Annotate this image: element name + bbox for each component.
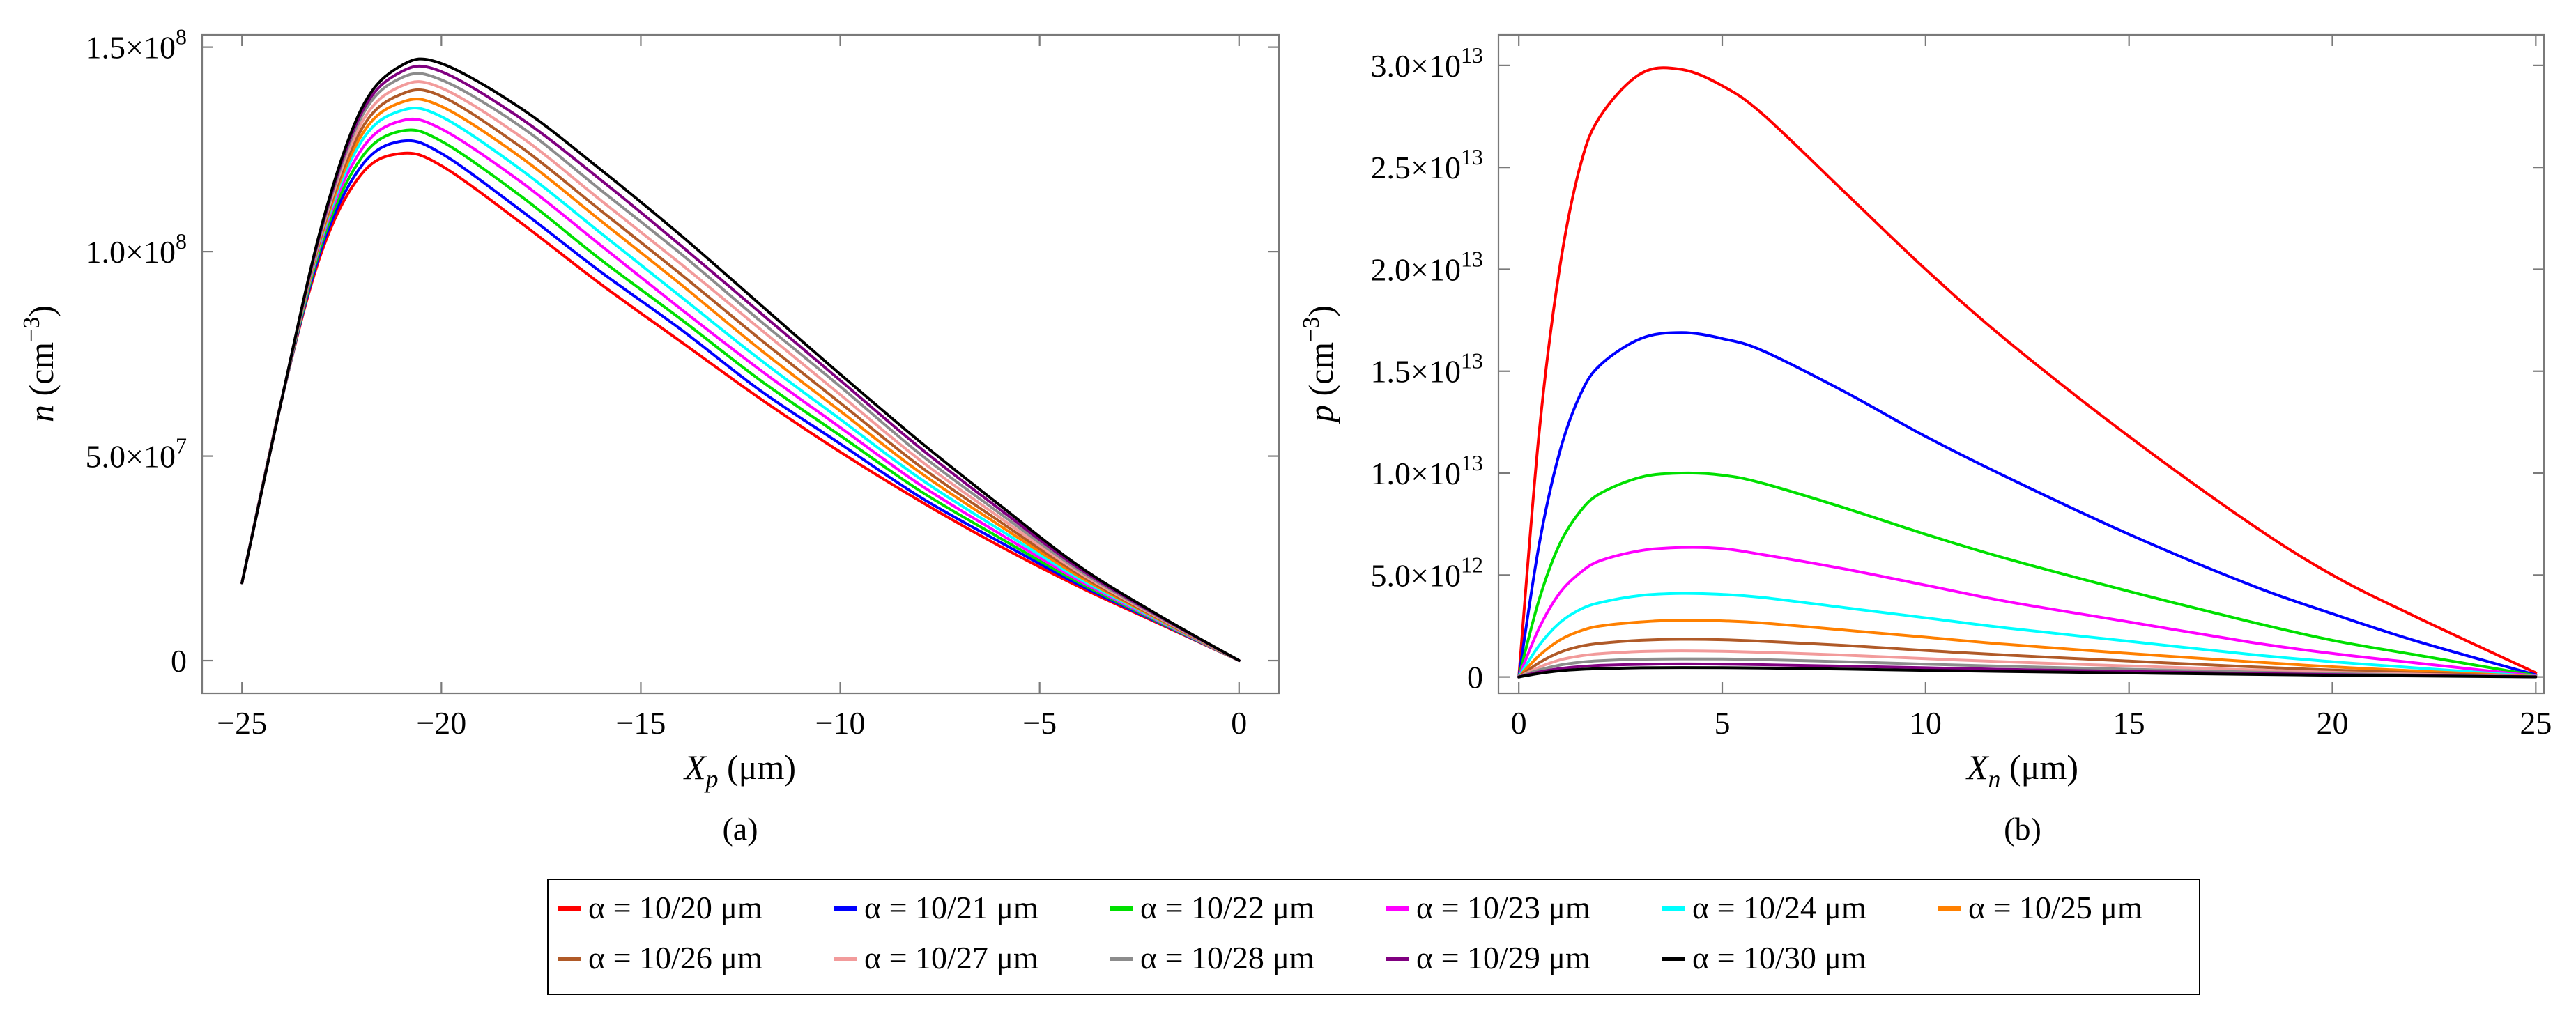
series-line-b-2 — [1517, 331, 2538, 679]
legend-label-2: α = 10/21 μm — [864, 890, 1038, 925]
legend: α = 10/20 μm α = 10/21 μm α = 10/22 μm α = … — [547, 879, 2200, 995]
series-line-a-11 — [240, 57, 1241, 662]
x-tick-label: 20 — [2316, 705, 2348, 741]
panel-a: −25 −20 −15 −10 −5 0 0 5.0×107 1.0×108 1.5×108 Xp… — [19, 24, 1280, 847]
legend-label-6: α = 10/25 μm — [1968, 890, 2142, 925]
panel-b-ylabel: p (cm−3) — [1298, 305, 1340, 424]
legend-label-5: α = 10/24 μm — [1692, 890, 1866, 925]
y-tick-label: 0 — [1467, 660, 1483, 695]
panel-b: 0 5 10 15 20 25 0 5.0×1012 1.0×1013 1.5×1013 2.0×1… — [1298, 33, 2552, 847]
legend-items: α = 10/20 μm α = 10/21 μm α = 10/22 μm α = … — [558, 890, 2142, 975]
legend-label-7: α = 10/26 μm — [588, 940, 762, 975]
y-tick-label: 1.5×108 — [86, 24, 187, 65]
x-tick-label: 15 — [2113, 705, 2145, 741]
panel-a-frame — [201, 33, 1280, 695]
y-tick-label: 5.0×107 — [86, 433, 187, 474]
y-tick-label: 1.5×1013 — [1371, 348, 1483, 389]
legend-label-1: α = 10/20 μm — [588, 890, 762, 925]
panel-b-ticks: 0 5 10 15 20 25 0 5.0×1012 1.0×1013 1.5×1013 2.0×1… — [1371, 35, 2552, 741]
series-line-b-4 — [1517, 546, 2538, 679]
y-tick-label: 5.0×1012 — [1371, 552, 1483, 593]
panel-a-xlabel: Xp (μm) — [683, 748, 796, 793]
y-tick-label: 2.0×1013 — [1371, 246, 1483, 287]
panel-a-ticks: −25 −20 −15 −10 −5 0 0 5.0×107 1.0×108 1.5×108 — [86, 24, 1279, 741]
x-tick-label: 0 — [1231, 705, 1247, 741]
series-line-b-7 — [1517, 638, 2538, 679]
y-tick-label: 1.0×108 — [86, 229, 187, 270]
legend-label-3: α = 10/22 μm — [1140, 890, 1314, 925]
y-tick-label: 0 — [171, 643, 187, 679]
x-tick-label: −25 — [217, 705, 267, 741]
y-tick-label: 3.0×1013 — [1371, 43, 1483, 84]
panel-b-xlabel: Xn (μm) — [1965, 748, 2078, 793]
legend-label-8: α = 10/27 μm — [864, 940, 1038, 975]
panel-b-caption: (b) — [2004, 811, 2041, 847]
x-tick-label: −5 — [1022, 705, 1057, 741]
panel-a-ylabel: n (cm−3) — [19, 305, 61, 422]
panel-a-curves — [240, 57, 1241, 662]
legend-box — [547, 879, 2200, 995]
series-line-b-1 — [1517, 66, 2538, 679]
y-tick-label: 2.5×1013 — [1371, 144, 1483, 185]
panel-b-frame — [1497, 33, 2545, 695]
x-tick-label: 10 — [1910, 705, 1942, 741]
series-line-b-3 — [1517, 471, 2538, 679]
y-tick-label: 1.0×1013 — [1371, 450, 1483, 491]
x-tick-label: 5 — [1715, 705, 1731, 741]
legend-label-11: α = 10/30 μm — [1692, 940, 1866, 975]
panel-a-caption: (a) — [722, 811, 758, 847]
x-tick-label: 0 — [1511, 705, 1527, 741]
legend-label-10: α = 10/29 μm — [1416, 940, 1590, 975]
series-line-b-5 — [1517, 592, 2538, 679]
panel-b-curves — [1517, 66, 2538, 679]
x-tick-label: −10 — [815, 705, 866, 741]
x-tick-label: 25 — [2520, 705, 2552, 741]
series-line-b-8 — [1517, 649, 2538, 679]
x-tick-label: −15 — [615, 705, 666, 741]
legend-label-9: α = 10/28 μm — [1140, 940, 1314, 975]
series-line-b-6 — [1517, 619, 2538, 679]
legend-label-4: α = 10/23 μm — [1416, 890, 1590, 925]
x-tick-label: −20 — [416, 705, 466, 741]
series-line-b-11 — [1517, 666, 2538, 679]
